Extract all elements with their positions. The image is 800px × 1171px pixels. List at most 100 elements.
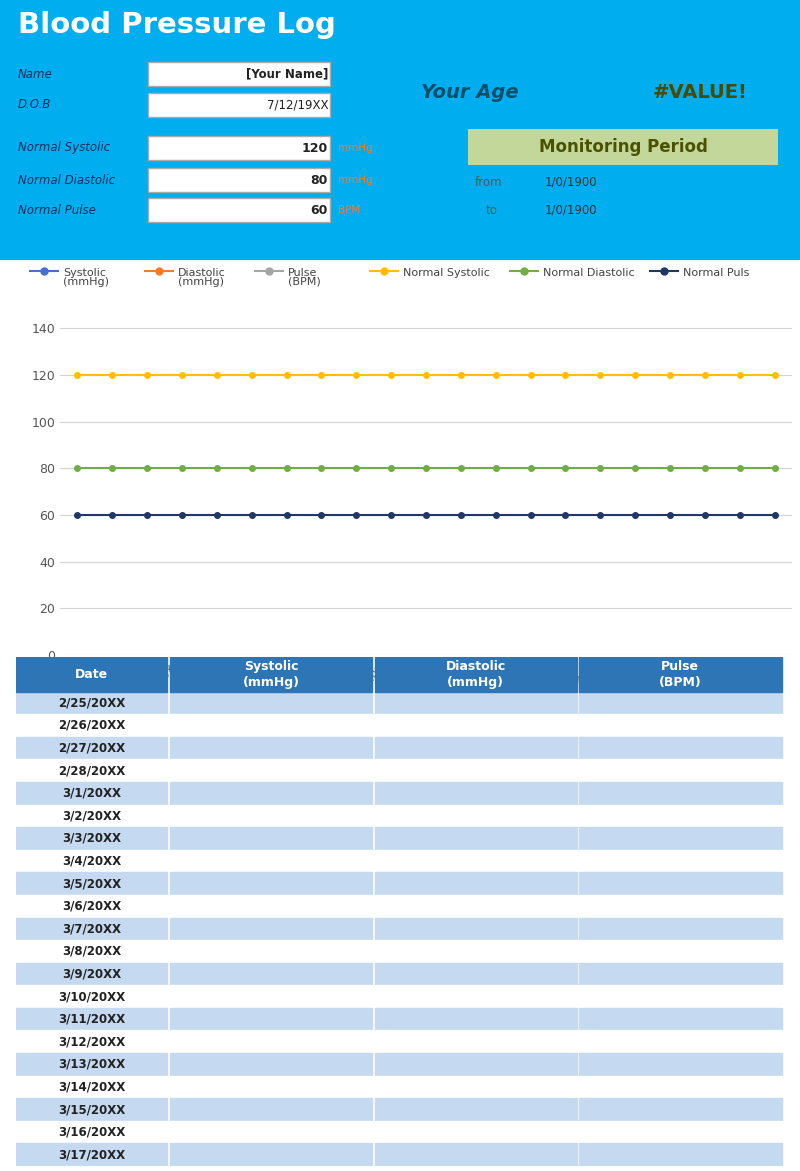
Text: 3/10/20XX: 3/10/20XX bbox=[58, 989, 126, 1004]
Bar bbox=[579, 1143, 782, 1166]
Bar bbox=[170, 985, 372, 1008]
Text: Date: Date bbox=[75, 667, 108, 680]
Bar bbox=[374, 850, 577, 872]
Bar bbox=[170, 657, 372, 692]
Bar bbox=[374, 872, 577, 895]
Bar bbox=[374, 782, 577, 804]
Bar bbox=[170, 804, 372, 827]
Bar bbox=[579, 737, 782, 759]
Bar bbox=[16, 657, 167, 692]
Text: Pulse: Pulse bbox=[288, 267, 318, 278]
Bar bbox=[579, 1008, 782, 1030]
Bar bbox=[16, 737, 167, 759]
Text: Systolic: Systolic bbox=[244, 660, 298, 673]
Text: (BPM): (BPM) bbox=[288, 276, 321, 287]
Text: Normal Puls: Normal Puls bbox=[683, 267, 750, 278]
Text: (mmHg): (mmHg) bbox=[63, 276, 109, 287]
Bar bbox=[374, 1143, 577, 1166]
Text: mmHg: mmHg bbox=[338, 174, 373, 185]
Text: 3/13/20XX: 3/13/20XX bbox=[58, 1057, 126, 1070]
Bar bbox=[579, 804, 782, 827]
Bar bbox=[374, 1121, 577, 1143]
Text: (mmHg): (mmHg) bbox=[178, 276, 224, 287]
Bar bbox=[16, 1076, 167, 1098]
Bar bbox=[16, 963, 167, 985]
Bar bbox=[374, 1098, 577, 1121]
Bar bbox=[16, 1053, 167, 1076]
Text: 3/6/20XX: 3/6/20XX bbox=[62, 899, 122, 912]
Bar bbox=[579, 940, 782, 963]
Bar bbox=[374, 1053, 577, 1076]
Bar bbox=[16, 940, 167, 963]
Bar bbox=[170, 918, 372, 940]
Bar bbox=[579, 895, 782, 918]
Text: 1/0/1900: 1/0/1900 bbox=[545, 176, 598, 189]
Text: 2/28/20XX: 2/28/20XX bbox=[58, 765, 126, 778]
Bar bbox=[579, 1053, 782, 1076]
Bar bbox=[148, 93, 330, 117]
Bar bbox=[16, 692, 167, 714]
Text: 120: 120 bbox=[302, 142, 328, 155]
Bar bbox=[374, 963, 577, 985]
Bar bbox=[170, 1008, 372, 1030]
Text: Blood Pressure Log: Blood Pressure Log bbox=[18, 11, 336, 39]
Bar bbox=[16, 1008, 167, 1030]
Bar bbox=[579, 714, 782, 737]
Bar bbox=[170, 895, 372, 918]
Bar bbox=[579, 1076, 782, 1098]
Text: Normal Systolic: Normal Systolic bbox=[18, 142, 110, 155]
Bar bbox=[374, 1008, 577, 1030]
Bar bbox=[148, 136, 330, 160]
Bar bbox=[170, 940, 372, 963]
Bar bbox=[374, 1030, 577, 1053]
Bar bbox=[16, 1098, 167, 1121]
Bar bbox=[579, 1098, 782, 1121]
Text: Name: Name bbox=[18, 68, 53, 82]
Bar bbox=[170, 692, 372, 714]
Bar bbox=[579, 1030, 782, 1053]
Bar bbox=[16, 804, 167, 827]
Bar bbox=[148, 167, 330, 192]
Bar bbox=[16, 1143, 167, 1166]
Bar bbox=[16, 918, 167, 940]
Bar bbox=[579, 985, 782, 1008]
Bar bbox=[148, 62, 330, 85]
Bar bbox=[170, 782, 372, 804]
Text: 3/16/20XX: 3/16/20XX bbox=[58, 1125, 126, 1138]
Bar bbox=[170, 850, 372, 872]
Bar bbox=[170, 1098, 372, 1121]
Text: 1/0/1900: 1/0/1900 bbox=[545, 204, 598, 217]
Text: BPM: BPM bbox=[338, 205, 360, 215]
Bar bbox=[374, 1076, 577, 1098]
Text: 3/4/20XX: 3/4/20XX bbox=[62, 855, 122, 868]
Text: 2/26/20XX: 2/26/20XX bbox=[58, 719, 126, 732]
Text: 3/1/20XX: 3/1/20XX bbox=[62, 787, 121, 800]
Bar bbox=[374, 804, 577, 827]
Text: 2/25/20XX: 2/25/20XX bbox=[58, 697, 126, 710]
Bar bbox=[148, 198, 330, 222]
Bar bbox=[170, 1030, 372, 1053]
Bar bbox=[170, 714, 372, 737]
Text: 3/9/20XX: 3/9/20XX bbox=[62, 967, 122, 980]
Bar bbox=[579, 872, 782, 895]
Bar bbox=[16, 759, 167, 782]
Text: mmHg: mmHg bbox=[338, 143, 373, 153]
Bar bbox=[579, 759, 782, 782]
Bar bbox=[16, 850, 167, 872]
Bar bbox=[16, 895, 167, 918]
Bar bbox=[374, 714, 577, 737]
Bar bbox=[16, 714, 167, 737]
Text: 80: 80 bbox=[310, 173, 328, 186]
Bar bbox=[374, 940, 577, 963]
Bar bbox=[579, 782, 782, 804]
Text: (mmHg): (mmHg) bbox=[447, 677, 504, 690]
Bar bbox=[16, 985, 167, 1008]
Text: Normal Diastolic: Normal Diastolic bbox=[18, 173, 115, 186]
Text: Normal Diastolic: Normal Diastolic bbox=[543, 267, 634, 278]
Text: from: from bbox=[475, 176, 502, 189]
Text: Systolic: Systolic bbox=[63, 267, 106, 278]
Text: D.O.B: D.O.B bbox=[18, 98, 51, 111]
Text: 3/5/20XX: 3/5/20XX bbox=[62, 877, 122, 890]
Bar bbox=[374, 918, 577, 940]
Text: 3/15/20XX: 3/15/20XX bbox=[58, 1103, 126, 1116]
